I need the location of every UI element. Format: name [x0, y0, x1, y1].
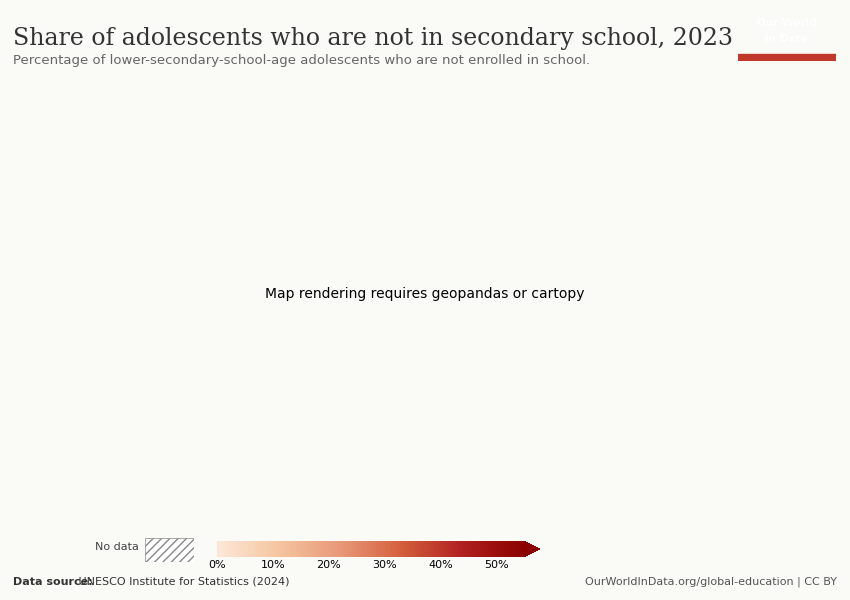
Text: in Data: in Data [765, 34, 808, 44]
Text: OurWorldInData.org/global-education | CC BY: OurWorldInData.org/global-education | CC… [586, 576, 837, 587]
Text: Share of adolescents who are not in secondary school, 2023: Share of adolescents who are not in seco… [13, 27, 733, 50]
Text: Map rendering requires geopandas or cartopy: Map rendering requires geopandas or cart… [265, 287, 585, 301]
PathPatch shape [524, 541, 540, 557]
Text: Our World: Our World [756, 18, 816, 28]
Text: Percentage of lower-secondary-school-age adolescents who are not enrolled in sch: Percentage of lower-secondary-school-age… [13, 54, 590, 67]
Text: UNESCO Institute for Statistics (2024): UNESCO Institute for Statistics (2024) [75, 577, 289, 587]
Bar [738, 55, 836, 61]
Text: No data: No data [94, 542, 139, 552]
Text: Data source:: Data source: [13, 577, 93, 587]
